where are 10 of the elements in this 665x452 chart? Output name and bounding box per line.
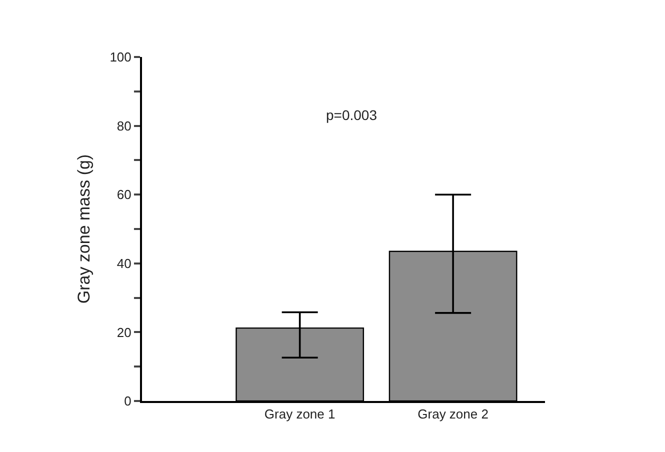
x-tick-label: Gray zone 2: [418, 406, 488, 422]
annotation: p=0.003: [326, 107, 378, 123]
y-axis-title: Gray zone mass (g): [74, 154, 94, 304]
y-tick-label: 80: [116, 118, 132, 134]
y-tick-label: 100: [110, 50, 132, 65]
y-tick-label: 0: [124, 394, 132, 409]
y-tick-label: 60: [116, 187, 132, 202]
y-tick-label: 20: [116, 324, 132, 340]
y-tick-label: 40: [116, 256, 132, 271]
x-tick-label: Gray zone 1: [264, 406, 336, 422]
